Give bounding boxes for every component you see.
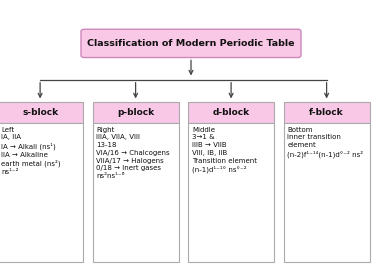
FancyBboxPatch shape [0, 102, 83, 123]
FancyBboxPatch shape [188, 102, 274, 123]
FancyBboxPatch shape [81, 29, 301, 58]
Text: s-block: s-block [22, 108, 58, 117]
Text: Right
IIIA, VIIA, VIII
13-18
VIA/16 → Chalcogens
VIIA/17 → Halogens
0/18 → Inert: Right IIIA, VIIA, VIII 13-18 VIA/16 → Ch… [96, 127, 170, 179]
FancyBboxPatch shape [283, 102, 370, 123]
Text: Classification of Modern Periodic Table: Classification of Modern Periodic Table [87, 39, 295, 48]
Text: d-block: d-block [212, 108, 250, 117]
Text: f-block: f-block [309, 108, 344, 117]
Text: Left
IA, IIA
IA → Alkali (ns¹)
IIA → Alkaline
earth metal (ns²)
ns¹⁻²: Left IA, IIA IA → Alkali (ns¹) IIA → Alk… [1, 127, 61, 175]
Text: Bottom
Inner transition
element
(n-2)f¹⁻¹⁴(n-1)d°⁻² ns²: Bottom Inner transition element (n-2)f¹⁻… [288, 127, 364, 158]
FancyBboxPatch shape [188, 123, 274, 262]
FancyBboxPatch shape [0, 123, 83, 262]
Text: p-block: p-block [117, 108, 154, 117]
FancyBboxPatch shape [92, 123, 179, 262]
FancyBboxPatch shape [283, 123, 370, 262]
FancyBboxPatch shape [92, 102, 179, 123]
Text: Middle
3→1 &
IIIB → VIIB
VIII, IB, IIB
Transition element
(n-1)d¹⁻¹° ns°⁻²: Middle 3→1 & IIIB → VIIB VIII, IB, IIB T… [192, 127, 257, 173]
